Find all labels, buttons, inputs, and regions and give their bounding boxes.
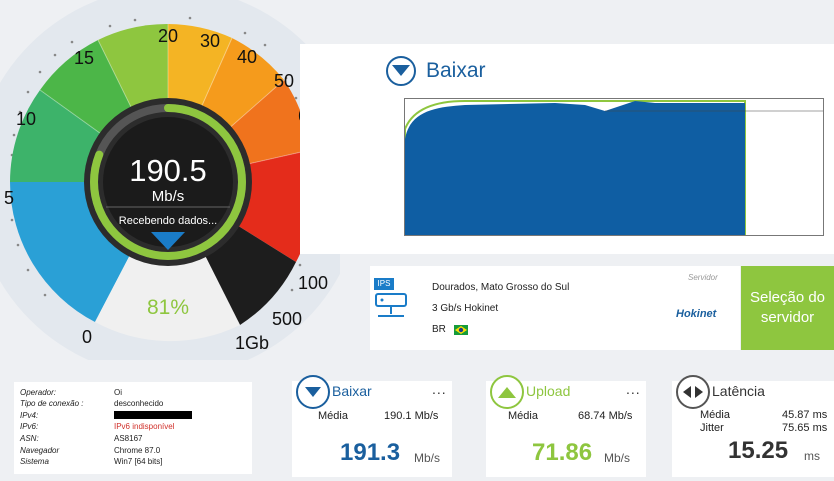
- info-value: AS8167: [114, 434, 143, 443]
- download-speed-graph: [404, 98, 824, 236]
- server-location: Dourados, Mato Grosso do Sul: [432, 282, 570, 293]
- info-value: IPv6 indisponível: [114, 422, 175, 431]
- hokinet-logo: Hokinet: [676, 308, 717, 320]
- info-label: IPv4:: [20, 411, 39, 420]
- info-label: IPv6:: [20, 422, 39, 431]
- server-heading: Servidor: [688, 273, 718, 282]
- upload-stat-card: Upload ... Média 68.74 Mb/s 71.86 Mb/s: [486, 375, 646, 477]
- info-label: Navegador: [20, 446, 60, 455]
- latency-unit: ms: [804, 449, 820, 463]
- connection-info-panel: Operador: Oi Tipo de conexão : desconhec…: [14, 382, 252, 474]
- upload-speed-unit: Mb/s: [604, 451, 631, 465]
- download-panel-header: Baixar: [386, 56, 486, 86]
- redacted-ipv4: [114, 411, 192, 419]
- latency-arrows-icon: [683, 386, 703, 398]
- brazil-flag-icon: [454, 325, 468, 335]
- gauge-tick-label: 1Gb: [235, 333, 269, 353]
- info-label: Sistema: [20, 457, 49, 466]
- download-arrow-icon: [151, 232, 185, 250]
- gauge-speed-value: 190.5: [129, 153, 207, 188]
- download-more-icon[interactable]: ...: [432, 381, 447, 397]
- gauge-status-text: Recebendo dados...: [119, 215, 217, 227]
- info-label: ASN:: [20, 434, 39, 443]
- download-card-title: Baixar: [332, 383, 372, 399]
- gauge-tick-label: 500: [272, 309, 302, 329]
- download-arrow-icon: [305, 387, 321, 397]
- jitter-value: 75.65 ms: [782, 422, 828, 434]
- select-server-button[interactable]: Seleção do servidor: [741, 266, 834, 350]
- download-panel-title: Baixar: [426, 59, 486, 82]
- jitter-label: Jitter: [700, 422, 724, 434]
- upload-avg-value: 68.74 Mb/s: [578, 410, 633, 422]
- latency-stat-card: Latência Média 45.87 ms Jitter 75.65 ms …: [672, 375, 834, 477]
- gauge-tick-label: 0: [82, 327, 92, 347]
- upload-card-button[interactable]: [490, 375, 524, 409]
- gauge-tick-label: 10: [16, 109, 36, 129]
- upload-avg-label: Média: [508, 410, 538, 422]
- latency-card-title: Latência: [712, 383, 765, 399]
- gauge-tick-label: 40: [237, 47, 257, 67]
- server-country: BR: [432, 324, 446, 335]
- gauge-tick-label: 50: [274, 71, 294, 91]
- download-speed-value: 191.3: [340, 439, 401, 466]
- info-label: Tipo de conexão :: [20, 399, 84, 408]
- server-icon: [375, 293, 407, 317]
- graph-area: [405, 100, 823, 235]
- download-graph-panel: Baixar: [300, 44, 834, 254]
- gauge-tick-label: 30: [200, 31, 220, 51]
- gauge-tick-label: 15: [74, 48, 94, 68]
- gauge-tick-label: 20: [158, 26, 178, 46]
- gauge-svg: 190.5 Mb/s Recebendo dados... 81% 0 5 10…: [0, 0, 363, 377]
- latency-card-button[interactable]: [676, 375, 710, 409]
- upload-speed-value: 71.86: [532, 439, 593, 466]
- download-avg-value: 190.1 Mb/s: [384, 410, 439, 422]
- upload-card-title: Upload: [526, 383, 571, 399]
- speed-gauge: 190.5 Mb/s Recebendo dados... 81% 0 5 10…: [0, 0, 363, 377]
- gauge-speed-unit: Mb/s: [152, 188, 185, 205]
- latency-value: 15.25: [728, 437, 789, 464]
- server-panel: IPS Dourados, Mato Grosso do Sul 3 Gb/s …: [370, 266, 740, 350]
- info-value: Oi: [114, 388, 122, 397]
- ips-badge: IPS: [374, 278, 394, 290]
- latency-avg-value: 45.87 ms: [782, 409, 828, 421]
- gauge-tick-dots: [10, 16, 312, 297]
- latency-avg-label: Média: [700, 409, 730, 421]
- info-value: Chrome 87.0: [114, 446, 161, 455]
- download-speed-unit: Mb/s: [414, 451, 441, 465]
- gauge-progress-ring: [90, 104, 246, 260]
- gauge-tick-label: 100: [298, 273, 328, 293]
- download-arrow-icon: [392, 65, 410, 76]
- upload-more-icon[interactable]: ...: [626, 381, 641, 397]
- download-card-button[interactable]: [296, 375, 330, 409]
- download-toggle-button[interactable]: [386, 56, 416, 86]
- upload-arrow-icon: [498, 386, 516, 398]
- info-label: Operador:: [20, 388, 57, 397]
- info-value: Win7 [64 bits]: [114, 457, 163, 466]
- gauge-percent: 81%: [147, 296, 189, 319]
- download-avg-label: Média: [318, 410, 348, 422]
- server-provider: 3 Gb/s Hokinet: [432, 303, 499, 314]
- gauge-tick-label: 5: [4, 188, 14, 208]
- info-value: desconhecido: [114, 399, 164, 408]
- download-stat-card: Baixar ... Média 190.1 Mb/s 191.3 Mb/s: [292, 375, 452, 477]
